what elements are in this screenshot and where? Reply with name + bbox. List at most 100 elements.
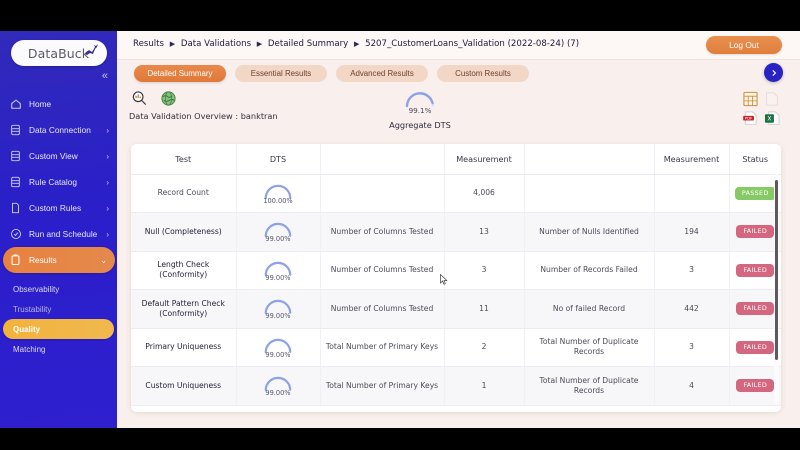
status-badge: FAILED: [736, 379, 775, 393]
dts-value: 99.00%: [265, 235, 291, 244]
clock-check-icon: [9, 228, 22, 241]
cell-measurement-1-value: 11: [444, 289, 525, 329]
cell-measurement-2-label: Total Number of Duplicate Records: [524, 328, 655, 367]
app-viewport: DataBuck « Home: [0, 31, 800, 428]
search-analysis-icon[interactable]: [131, 90, 148, 107]
sidebar-subitem-observability[interactable]: Observability: [0, 279, 117, 299]
cell-test-name: Custom Uniqueness: [131, 366, 237, 406]
cell-measurement-2-value: 442: [654, 289, 730, 329]
cell-status: FAILED: [729, 289, 781, 329]
sidebar-item-home[interactable]: Home: [0, 91, 117, 117]
cell-status: PASSED: [729, 174, 781, 213]
logout-button[interactable]: Log Out: [706, 36, 782, 54]
sidebar-item-data-connection[interactable]: Data Connection ›: [0, 117, 117, 143]
sidebar-item-custom-rules[interactable]: Custom Rules ›: [0, 195, 117, 221]
breadcrumb: Results ▶ Data Validations ▶ Detailed Su…: [133, 39, 579, 49]
cell-dts: 100.00%: [236, 174, 321, 213]
document-icon: [9, 202, 22, 215]
sidebar-item-results[interactable]: Results ⌄: [3, 247, 115, 273]
results-table-card: Test DTS Measurement Measurement Status …: [131, 144, 781, 412]
cell-measurement-1-value: 4,006: [444, 174, 525, 213]
cell-measurement-1-label: Total Number of Primary Keys: [320, 328, 445, 367]
chevron-right-icon: ›: [106, 177, 109, 187]
cell-measurement-1-value: 13: [444, 212, 525, 252]
globe-icon[interactable]: [160, 90, 177, 107]
table-row[interactable]: Record Count 100.00% 4,006 PASSED: [131, 174, 781, 213]
cell-status: FAILED: [729, 251, 781, 290]
svg-text:PDF: PDF: [745, 116, 753, 121]
column-header-test[interactable]: Test: [131, 144, 237, 175]
dts-gauge-icon: [264, 261, 292, 276]
dts-gauge-icon: [264, 376, 292, 392]
breadcrumb-item-results[interactable]: Results: [133, 39, 165, 49]
table-scrollbar[interactable]: [774, 174, 779, 405]
results-table: Test DTS Measurement Measurement Status …: [131, 144, 781, 406]
top-bar: Results ▶ Data Validations ▶ Detailed Su…: [117, 31, 800, 60]
sidebar-subitem-quality[interactable]: Quality: [3, 319, 114, 339]
cell-measurement-1-label: [320, 174, 445, 213]
tab-essential-results[interactable]: Essential Results: [235, 65, 327, 82]
sidebar-item-label: Custom View: [29, 151, 78, 161]
overview-label: Data Validation Overview : banktran: [129, 111, 278, 121]
sidebar-item-custom-view[interactable]: Custom View ›: [0, 143, 117, 169]
sidebar-subitem-matching[interactable]: Matching: [0, 339, 117, 359]
home-icon: [9, 98, 22, 111]
table-row[interactable]: Primary Uniqueness 99.00% Total Number of …: [131, 328, 781, 367]
cell-measurement-2-value: 194: [654, 212, 730, 252]
cell-measurement-1-value: 2: [444, 328, 525, 367]
tab-custom-results[interactable]: Custom Results: [437, 65, 529, 82]
aggregate-dts: 99.1% Aggregate DTS: [365, 88, 475, 130]
sidebar: DataBuck « Home: [0, 31, 117, 428]
column-header-measurement-2[interactable]: Measurement: [654, 144, 730, 175]
cell-measurement-2-value: [654, 174, 730, 213]
cell-measurement-1-label: Number of Columns Tested: [320, 212, 445, 252]
table-row[interactable]: Default Pattern Check (Conformity) 99.00%…: [131, 289, 781, 329]
excel-export-icon[interactable]: X: [764, 110, 782, 127]
sidebar-item-rule-catalog[interactable]: Rule Catalog ›: [0, 169, 117, 195]
table-row[interactable]: Null (Completeness) 99.00% Number of Colum…: [131, 212, 781, 252]
chevron-right-icon: ›: [106, 151, 109, 161]
column-header-status[interactable]: Status: [729, 144, 781, 175]
sidebar-nav: Home Data Connection ›: [0, 91, 117, 359]
breadcrumb-item-data-validations[interactable]: Data Validations: [180, 39, 252, 49]
sidebar-subitem-trustability[interactable]: Trustability: [0, 299, 117, 319]
table-header: Test DTS Measurement Measurement Status: [131, 144, 781, 175]
column-header-measurement-1[interactable]: Measurement: [444, 144, 525, 175]
database-icon: [9, 124, 22, 137]
sidebar-item-run-and-schedule[interactable]: Run and Schedule ›: [0, 221, 117, 247]
breadcrumb-item-detailed-summary[interactable]: Detailed Summary: [267, 39, 349, 49]
cell-measurement-2-label: Total Number of Duplicate Records: [524, 366, 655, 406]
pdf-export-icon[interactable]: PDF: [742, 110, 760, 127]
breadcrumb-item-current: 5207_CustomerLoans_Validation (2022-08-2…: [365, 39, 580, 49]
grid-report-icon[interactable]: [742, 91, 760, 108]
sidebar-subitem-label: Matching: [13, 344, 46, 354]
app-logo[interactable]: DataBuck: [10, 40, 107, 66]
sidebar-item-label: Custom Rules: [29, 203, 82, 213]
status-badge: FAILED: [736, 302, 775, 316]
cell-measurement-2-label: [524, 174, 655, 213]
overview-section: Data Validation Overview : banktran 99.1…: [117, 87, 800, 142]
tab-advanced-results[interactable]: Advanced Results: [336, 65, 428, 82]
cell-dts: 99.00%: [236, 212, 321, 252]
scrollbar-thumb[interactable]: [775, 180, 779, 360]
blank-doc-icon[interactable]: [764, 91, 782, 108]
sidebar-collapse-icon[interactable]: «: [101, 70, 108, 82]
cell-dts: 99.00%: [236, 251, 321, 290]
sidebar-subitem-label: Trustability: [13, 304, 52, 314]
cell-dts: 99.00%: [236, 289, 321, 329]
next-page-button[interactable]: [764, 63, 783, 82]
table-row[interactable]: Length Check (Conformity) 99.00% Number of…: [131, 251, 781, 290]
cell-status: FAILED: [729, 328, 781, 367]
database-icon: [9, 176, 22, 189]
cell-test-name: Length Check (Conformity): [131, 251, 237, 290]
tab-detailed-summary[interactable]: Detailed Summary: [134, 65, 226, 82]
chevron-right-icon: ›: [106, 125, 109, 135]
dts-gauge-icon: [264, 184, 292, 199]
column-header-spacer-2: [524, 144, 655, 175]
sidebar-item-label: Home: [29, 99, 52, 109]
dts-gauge-icon: [264, 299, 292, 315]
breadcrumb-separator-icon: ▶: [169, 40, 176, 48]
column-header-dts[interactable]: DTS: [236, 144, 321, 175]
table-row[interactable]: Custom Uniqueness 99.00% Total Number of P…: [131, 366, 781, 406]
cell-dts: 99.00%: [236, 328, 321, 367]
